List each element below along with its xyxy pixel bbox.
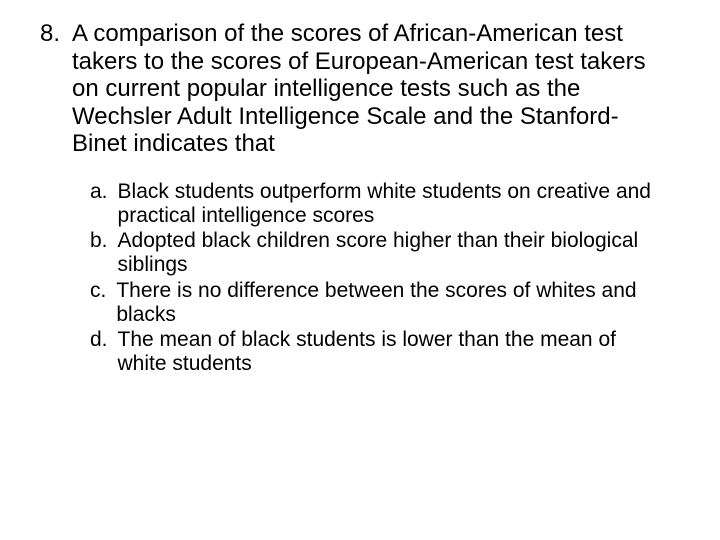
option-c: c. There is no difference between the sc…: [90, 279, 670, 327]
option-b: b. Adopted black children score higher t…: [90, 229, 670, 277]
option-letter: b.: [90, 229, 118, 277]
question-block: 8. A comparison of the scores of African…: [30, 20, 670, 158]
option-text: Adopted black children score higher than…: [118, 229, 670, 277]
question-number: 8.: [30, 20, 72, 158]
option-a: a. Black students outperform white stude…: [90, 180, 670, 228]
question-text: A comparison of the scores of African-Am…: [72, 20, 670, 158]
option-letter: c.: [90, 279, 116, 327]
option-text: Black students outperform white students…: [118, 180, 670, 228]
option-text: The mean of black students is lower than…: [118, 328, 670, 376]
option-letter: a.: [90, 180, 118, 228]
option-d: d. The mean of black students is lower t…: [90, 328, 670, 376]
options-list: a. Black students outperform white stude…: [30, 180, 670, 376]
option-text: There is no difference between the score…: [116, 279, 670, 327]
option-letter: d.: [90, 328, 118, 376]
